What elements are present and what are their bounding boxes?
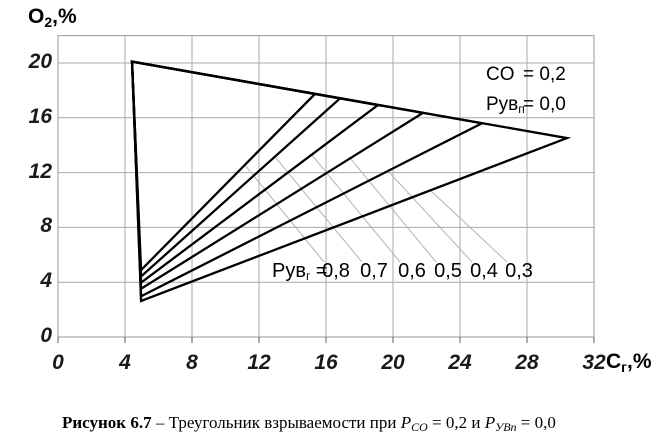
annotation-block: CO = 0,2 Рувп = 0,0	[486, 62, 566, 122]
x-tick-label: 20	[381, 351, 405, 374]
series-value-0.6: 0,6	[398, 260, 426, 282]
x-tick-label: 16	[314, 351, 338, 374]
y-tick-label: 16	[28, 104, 52, 128]
triangle-0,8	[130, 60, 318, 273]
leader-line	[349, 157, 437, 263]
y-tick-label: 0	[40, 324, 52, 347]
series-value-0.8: 0,8	[322, 260, 350, 282]
y-tick-label: 20	[28, 50, 52, 73]
leader-line	[429, 189, 508, 263]
x-tick-label: 12	[247, 351, 271, 374]
y-tick-label: 8	[40, 214, 52, 238]
x-tick-label: 8	[186, 351, 198, 374]
y-tick-label: 12	[28, 159, 52, 183]
y-tick-label: 4	[40, 269, 52, 293]
x-axis-title: Cг,%	[606, 350, 652, 375]
x-tick-label: 4	[119, 351, 131, 374]
leader-line	[244, 164, 325, 263]
leader-line	[387, 170, 473, 263]
series-value-0.7: 0,7	[360, 260, 388, 282]
series-value-0.3: 0,3	[505, 260, 533, 282]
triangle-0,3	[130, 60, 572, 303]
series-value-0.4: 0,4	[470, 260, 498, 282]
series-family-label: Рувг =	[272, 260, 328, 283]
x-tick-label: 24	[448, 351, 472, 374]
series-value-0.5: 0,5	[434, 260, 462, 282]
annotation-label-2: Рувп	[486, 94, 525, 116]
leader-line	[274, 156, 363, 263]
annotation-value-2: = 0,0	[523, 94, 566, 115]
figure-caption: Рисунок 6.7 – Треугольник взрываемости п…	[62, 413, 556, 434]
x-tick-label: 32	[582, 351, 606, 374]
chart-canvas	[57, 35, 595, 343]
y-axis-title: O2,%	[28, 5, 77, 30]
annotation-value-1: = 0,2	[523, 64, 566, 85]
x-tick-label: 0	[52, 351, 64, 374]
x-tick-label: 28	[515, 351, 539, 374]
annotation-label-1: CO	[486, 64, 515, 85]
